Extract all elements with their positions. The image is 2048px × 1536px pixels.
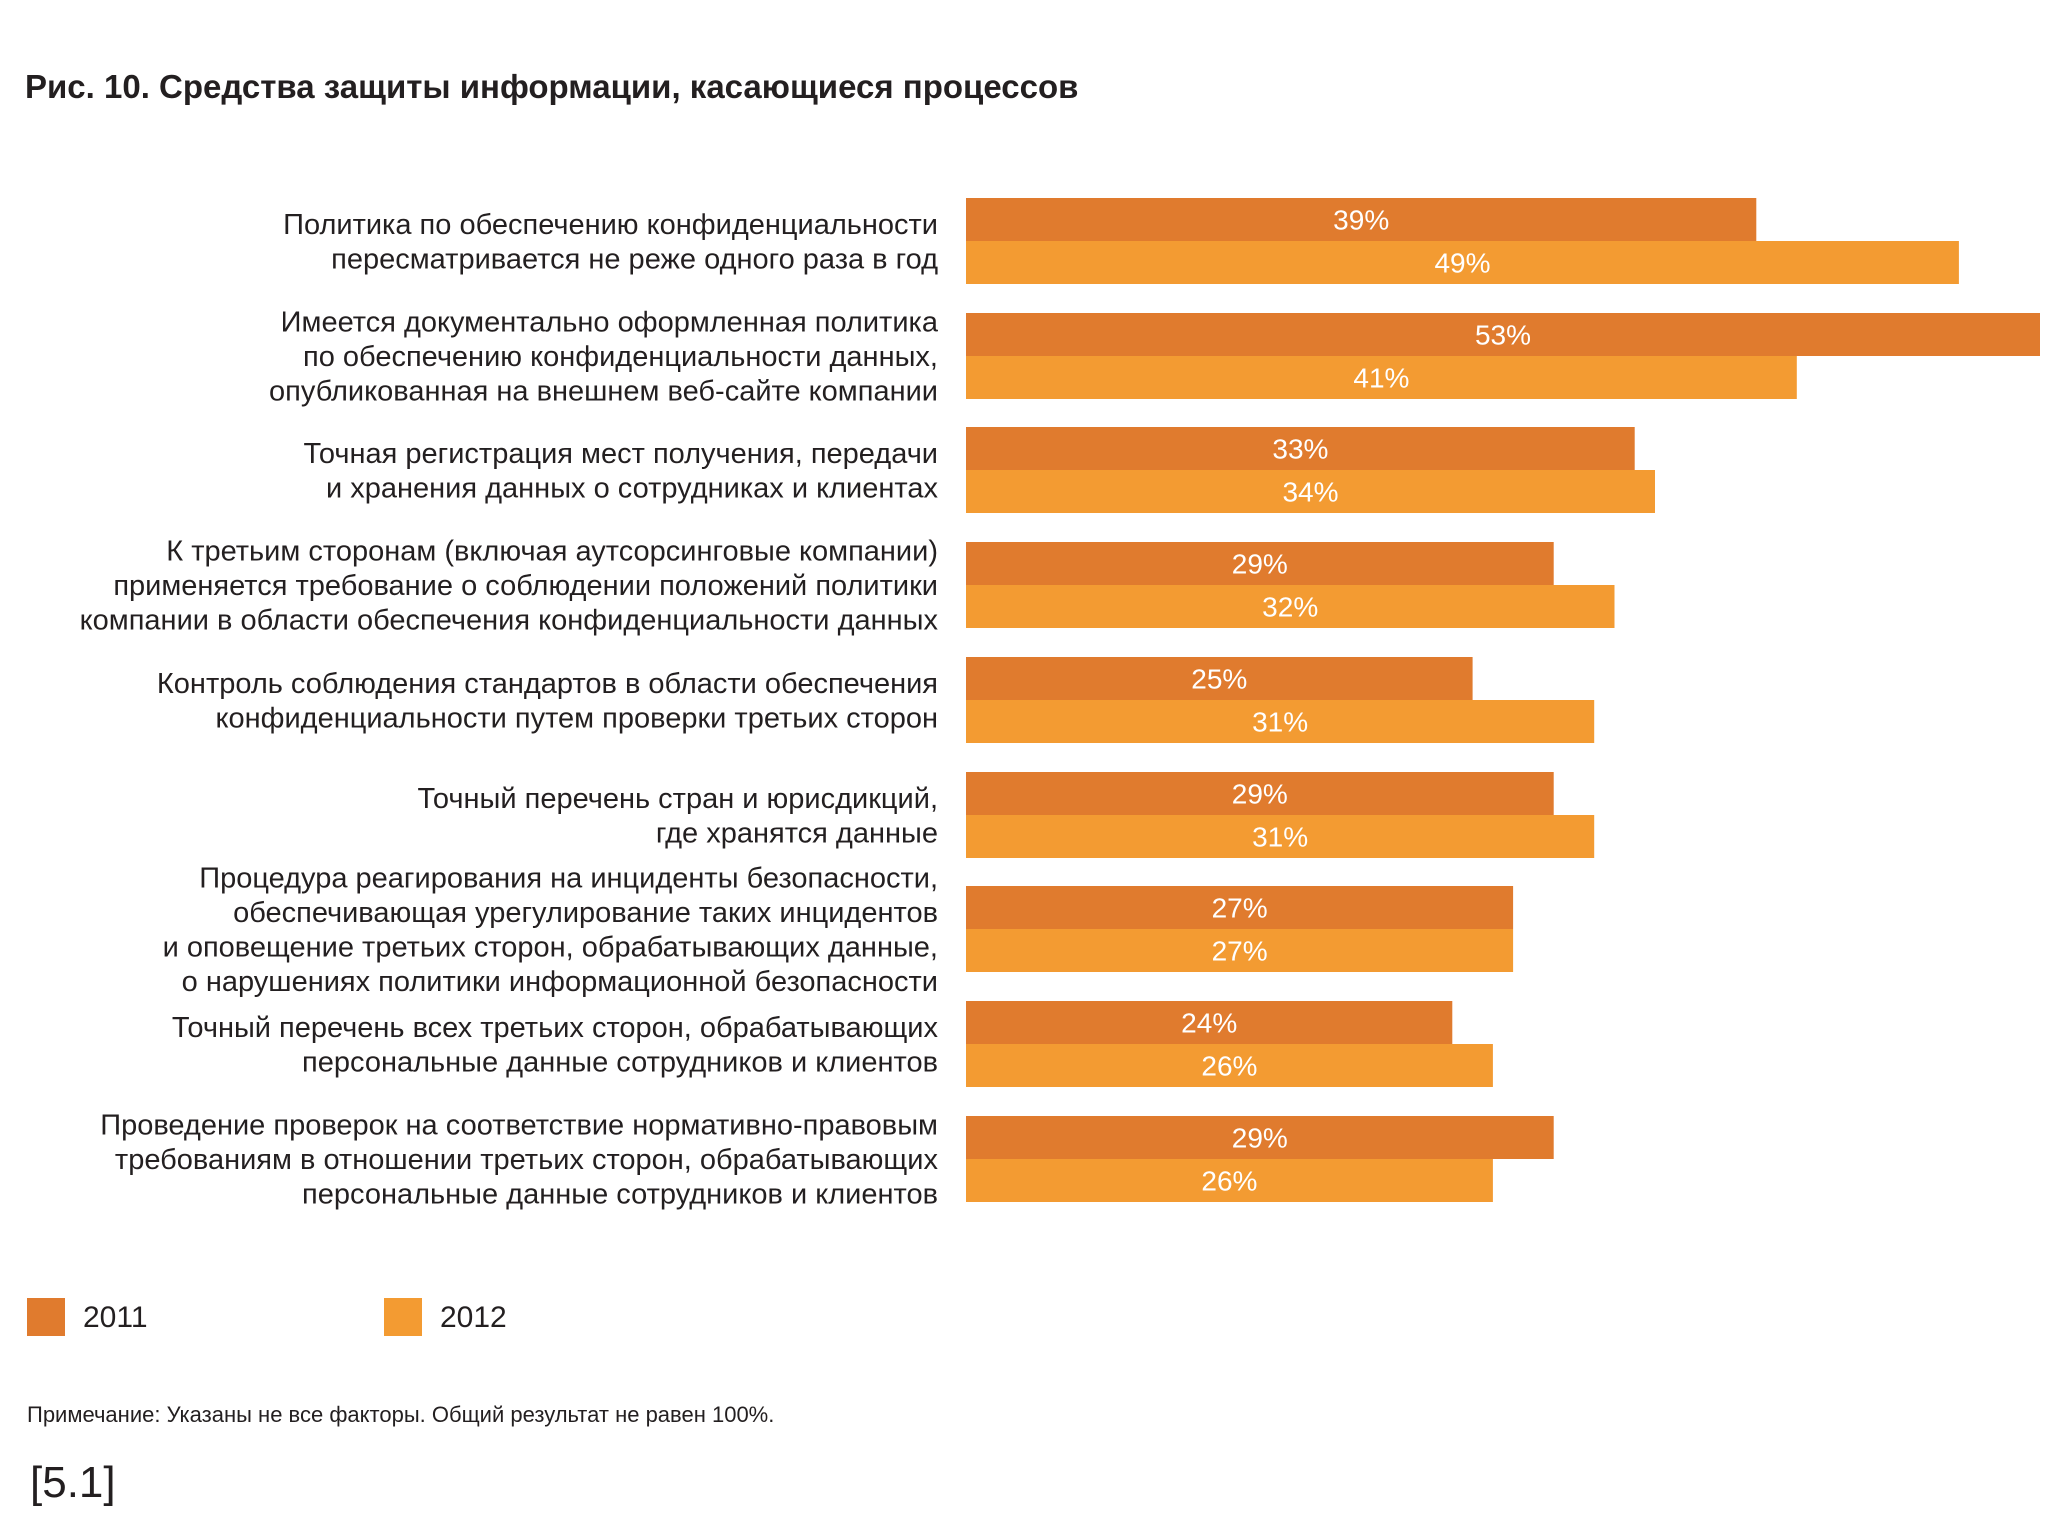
data-label: 49% [1434,248,1490,279]
bar-2012 [966,241,1959,284]
category-label: где хранятся данные [656,817,938,849]
bar-2012 [966,585,1615,628]
category-label: Процедура реагирования на инциденты безо… [199,862,938,894]
data-label: 27% [1212,893,1268,924]
bar-2011 [966,198,1757,241]
bar-2011 [966,542,1554,585]
legend-swatch-2011 [27,1298,65,1336]
bar-2011 [966,313,2040,356]
data-label: 29% [1232,1123,1288,1154]
category-label: компании в области обеспечения конфиденц… [80,605,939,637]
category-label: К третьим сторонам (включая аутсорсингов… [166,536,938,568]
category-label: Точный перечень всех третьих сторон, обр… [172,1012,939,1044]
category-label: применяется требование о соблюдении поло… [113,570,938,602]
bar-2011 [966,1001,1453,1044]
footnote: Примечание: Указаны не все факторы. Общи… [27,1402,775,1427]
category-label: по обеспечению конфиденциальности данных… [303,341,938,373]
category-label: Контроль соблюдения стандартов в области… [157,668,938,700]
data-label: 24% [1181,1008,1237,1039]
bar-2012 [966,700,1595,743]
category-label: обеспечивающая урегулирование таких инци… [233,897,938,929]
bar-chart: Политика по обеспечению конфиденциальнос… [80,198,2040,1211]
bar-2012 [966,1044,1493,1087]
data-label: 31% [1252,822,1308,853]
bar-2012 [966,1159,1493,1202]
data-label: 25% [1191,664,1247,695]
data-label: 53% [1475,320,1531,351]
data-label: 27% [1212,936,1268,967]
bar-2011 [966,1116,1554,1159]
category-label: персональные данные сотрудников и клиент… [302,1179,938,1211]
bar-2011 [966,657,1473,700]
data-label: 29% [1232,549,1288,580]
category-label: Точный перечень стран и юрисдикций, [417,783,938,815]
bar-2011 [966,427,1635,470]
data-label: 39% [1333,205,1389,236]
bar-2012 [966,929,1514,972]
category-label: и оповещение третьих сторон, обрабатываю… [163,931,938,963]
data-label: 26% [1201,1051,1257,1082]
bar-2012 [966,470,1655,513]
category-label: Точная регистрация мест получения, перед… [303,438,938,470]
bar-2012 [966,356,1797,399]
category-label: и хранения данных о сотрудниках и клиент… [326,472,939,504]
data-label: 29% [1232,779,1288,810]
category-label: персональные данные сотрудников и клиент… [302,1046,938,1078]
bar-2012 [966,815,1595,858]
category-label: требованиям в отношении третьих сторон, … [115,1144,939,1176]
category-label: Проведение проверок на соответствие норм… [100,1110,938,1142]
legend-label-2011: 2011 [83,1301,148,1334]
data-label: 41% [1353,363,1409,394]
category-label: конфиденциальности путем проверки третьи… [215,702,938,734]
data-label: 31% [1252,707,1308,738]
data-label: 33% [1272,434,1328,465]
category-label: о нарушениях политики информационной без… [182,966,938,998]
legend-label-2012: 2012 [440,1301,507,1334]
bar-2011 [966,772,1554,815]
legend-swatch-2012 [384,1298,422,1336]
category-label: Имеется документально оформленная полити… [281,307,939,339]
data-label: 26% [1201,1166,1257,1197]
data-label: 32% [1262,592,1318,623]
data-label: 34% [1282,477,1338,508]
chart-title: Рис. 10. Средства защиты информации, кас… [25,68,1079,105]
category-label: опубликованная на внешнем веб-сайте комп… [269,376,938,408]
bar-2011 [966,886,1514,929]
category-label: пересматривается не реже одного раза в г… [331,243,938,275]
category-label: Политика по обеспечению конфиденциальнос… [283,209,938,241]
reference-label: [5.1] [30,1458,116,1507]
